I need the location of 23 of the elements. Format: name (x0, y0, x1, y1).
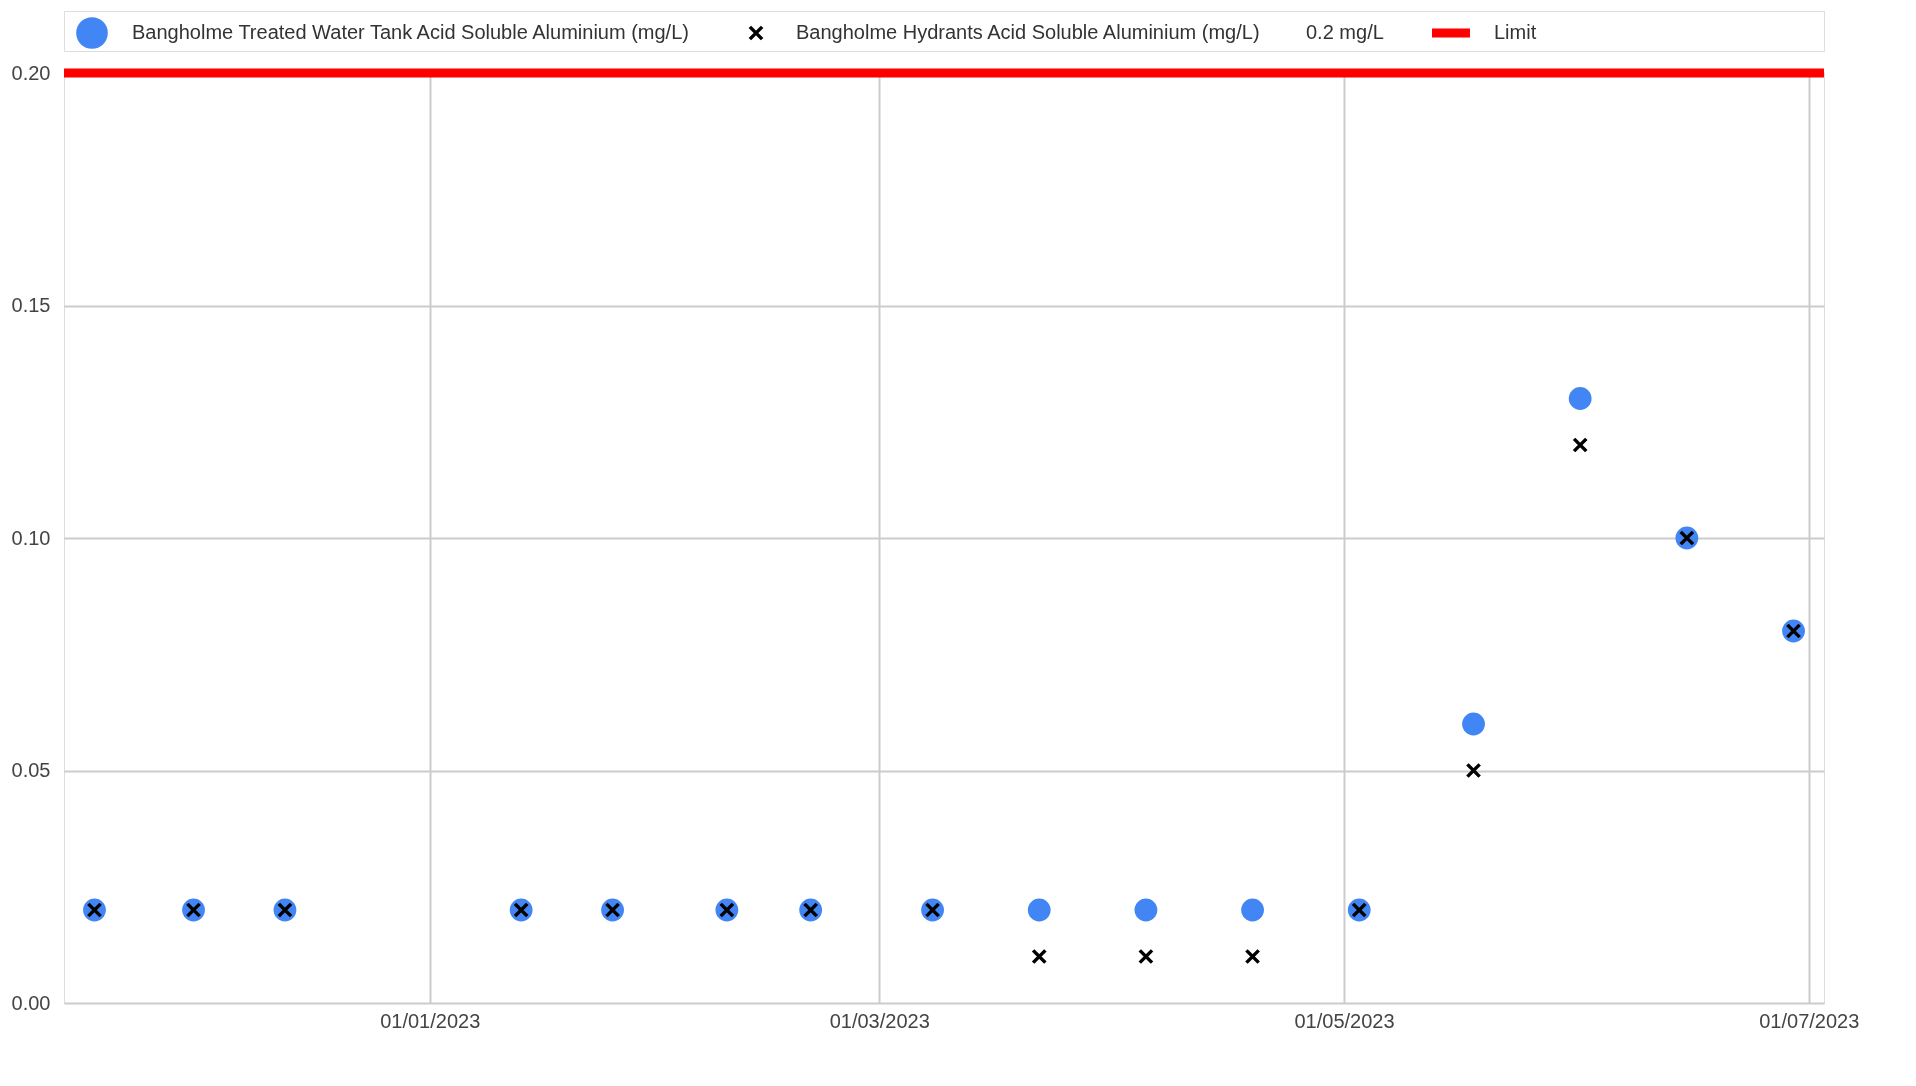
point (1027, 898, 1051, 922)
point (1031, 948, 1048, 965)
point (1568, 387, 1592, 410)
y-tick-label: 0.20 (11, 61, 51, 84)
point (1138, 948, 1154, 965)
y-tick-label: 0.05 (11, 759, 51, 781)
point (1241, 898, 1264, 922)
x-tick-label: 01/05/2023 (1294, 1009, 1395, 1032)
y-tick-label: 0.15 (11, 294, 51, 316)
x-tick-label: 01/01/2023 (380, 1009, 481, 1032)
legend-label: Limit (1494, 21, 1537, 43)
y-tick-label: 0.00 (11, 991, 51, 1014)
y-tick-label: 0.10 (11, 526, 51, 549)
x-tick-label: 01/03/2023 (829, 1009, 930, 1032)
legend-label: Bangholme Hydrants Acid Soluble Aluminium (mg/L) (796, 21, 1260, 43)
point (1572, 437, 1589, 453)
text: 0.2 mg/L (1306, 21, 1384, 43)
x-tick-label: 01/07/2023 (1759, 1009, 1860, 1032)
point (1244, 948, 1261, 965)
point (1134, 898, 1158, 922)
point (1462, 712, 1485, 736)
legend-label: Bangholme Treated Water Tank Acid Soluble Aluminium (mg/L) (132, 21, 689, 43)
point (1465, 762, 1482, 779)
